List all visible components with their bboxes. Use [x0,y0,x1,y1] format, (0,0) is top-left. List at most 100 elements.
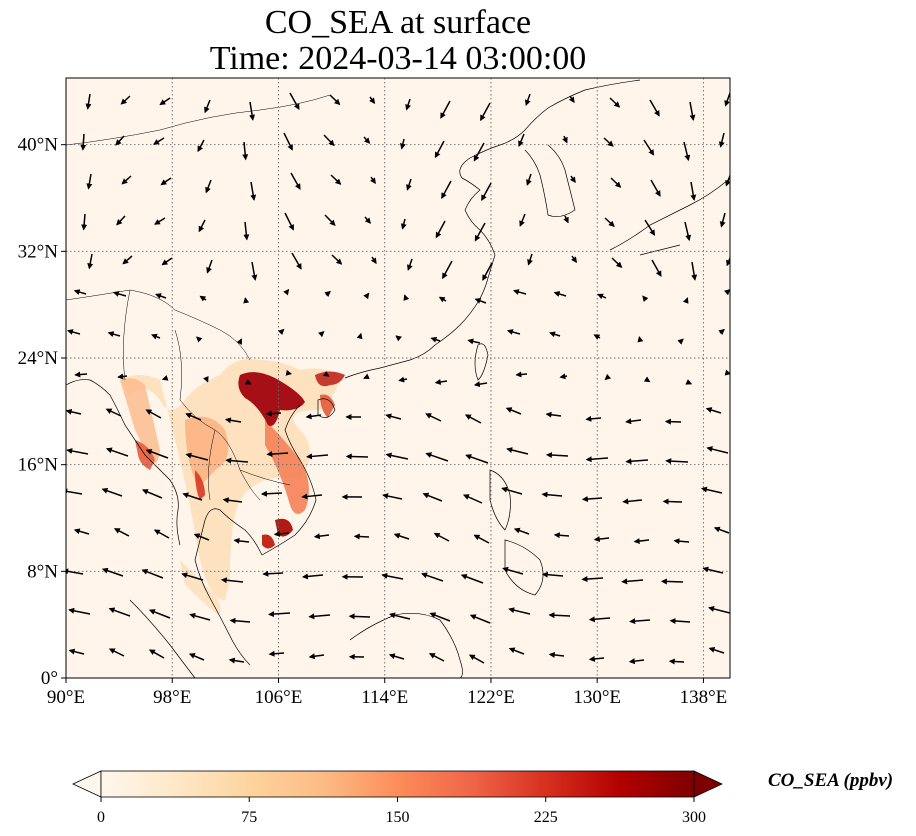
wind-arrow [105,408,122,417]
wind-arrow [718,132,725,148]
wind-arrow [545,452,569,459]
wind-arrow [682,297,689,304]
wind-arrow [562,135,568,144]
wind-arrow [381,572,404,580]
wind-arrow [650,179,661,197]
wind-arrow [322,370,330,377]
wind-arrow [80,133,87,151]
wind-arrow [385,413,402,420]
wind-arrow [649,99,660,117]
wind-arrow [265,410,282,417]
wind-arrow [313,533,330,540]
wind-arrow [700,486,723,494]
wind-arrow [481,182,492,202]
wind-arrow [289,92,300,111]
wind-arrow [642,295,649,302]
co-plume-thailand [195,470,205,500]
wind-arrow [689,101,696,121]
wind-arrow [233,537,250,544]
wind-arrow [690,181,697,201]
wind-arrow [370,256,377,265]
wind-arrow [101,487,123,497]
wind-arrow [553,291,567,297]
wind-arrow [205,179,212,194]
wind-arrow [66,448,89,455]
wind-arrow [249,101,256,121]
wind-arrow [244,378,252,385]
wind-arrow [74,371,88,378]
colorbar-ticks: 0 75 150 225 300 [97,797,706,826]
wind-arrow [622,498,643,505]
wind-arrow [364,216,372,224]
wind-arrow [86,173,93,190]
coastline-myanmar [66,379,181,546]
wind-arrow [284,212,295,231]
co-plume-diffuse [120,359,340,600]
wind-arrow [306,453,329,460]
wind-arrow [388,653,405,660]
wind-arrow [262,570,284,577]
wind-arrow [85,93,92,110]
wind-arrow [225,457,249,464]
wind-arrow [66,568,84,575]
wind-arrow [181,572,204,581]
co-plume-west [120,378,160,464]
wind-arrow [588,655,605,662]
wind-arrow [568,95,575,104]
wind-arrow [581,495,603,502]
wind-arrow [141,489,163,499]
wind-arrow [155,293,167,299]
wind-arrow [501,486,523,495]
wind-arrow [308,653,325,660]
colorbar-extend-min [72,770,102,798]
wind-arrow [668,658,685,665]
wind-arrow [505,407,522,415]
wind-arrow [242,141,249,161]
map-title: CO_SEA at surface [264,4,532,41]
wind-arrow [353,533,370,540]
wind-arrow [318,330,325,338]
wind-arrow [185,412,202,421]
wind-arrow [473,142,485,162]
coastline-sumatra [129,599,196,678]
wind-arrow [66,408,82,415]
wind-arrow [68,648,85,655]
wind-arrow [438,296,447,303]
wind-arrow [345,453,369,460]
wind-arrow [197,139,205,153]
wind-arrow [113,528,130,537]
wind-arrow [637,335,644,343]
wind-arrow [115,135,125,146]
wind-arrow [425,413,442,422]
wind-arrow [473,381,488,388]
wind-arrow [117,373,128,380]
lat-tick-label: 0° [41,668,58,689]
wind-arrow [406,178,412,191]
wind-arrow [559,373,568,380]
wind-arrow [660,578,684,585]
wind-arrow [393,533,410,540]
lon-tick-label: 138°E [680,687,728,708]
co-hotspot-mekong-south [262,534,275,549]
wind-arrow [440,100,451,119]
wind-arrow [153,529,170,539]
wind-arrow [188,653,205,661]
wind-arrow [363,373,370,380]
colorbar-tick-label: 150 [386,809,410,826]
co-plume-malay [180,560,221,615]
wind-arrow [506,447,529,455]
wind-arrow [545,411,562,418]
wind-arrow [435,220,446,239]
wind-arrow [331,254,343,265]
wind-arrow [121,175,132,185]
colorbar-tick-label: 300 [682,809,706,826]
wind-arrow [66,329,81,335]
wind-arrow [301,573,324,580]
wind-arrow [243,297,250,304]
co-hotspot-red-river [238,372,305,426]
wind-arrow [324,214,336,226]
coastline-luzon [489,469,511,531]
wind-arrow [685,379,693,385]
wind-arrow [643,376,651,383]
wind-arrow [260,490,283,497]
